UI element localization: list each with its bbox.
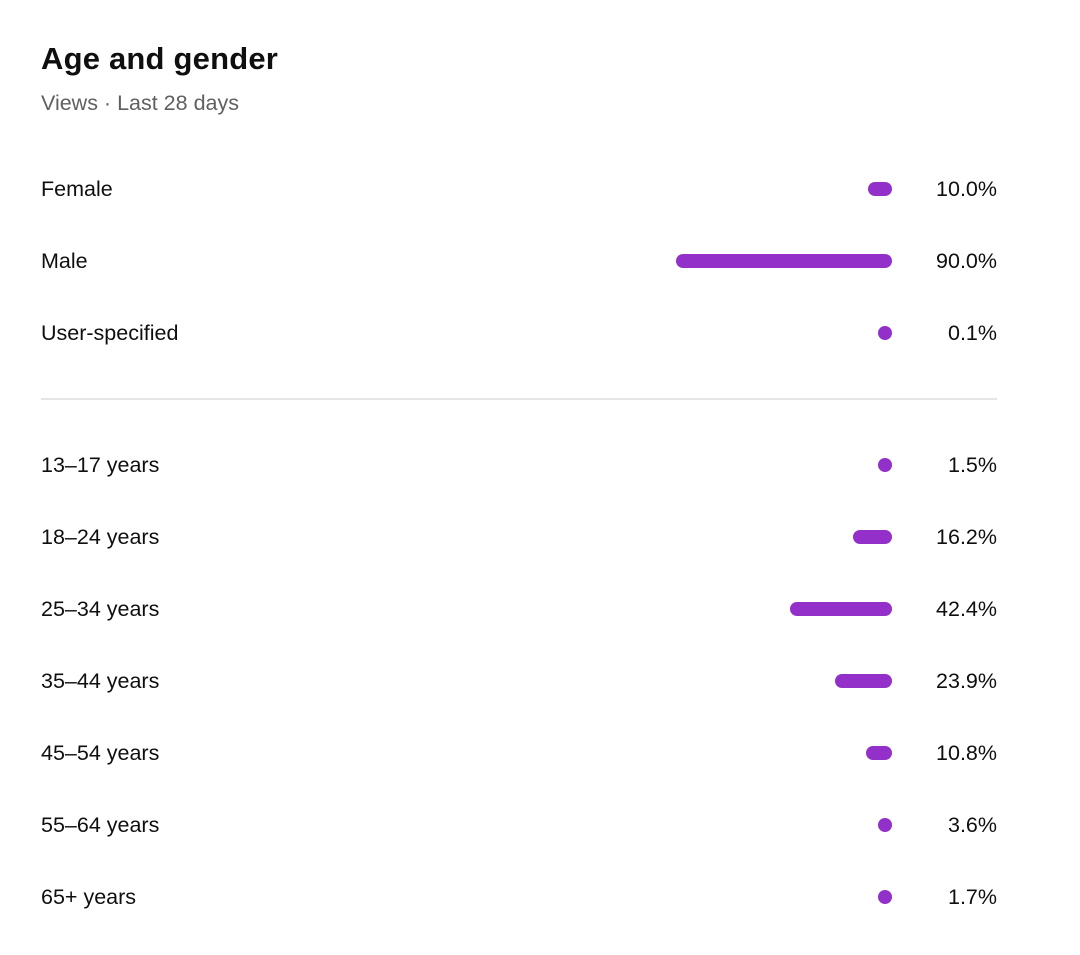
- age-row: 65+ years 1.7%: [41, 877, 997, 917]
- age-bar: [878, 458, 892, 472]
- gender-value-label: 90.0%: [936, 249, 997, 273]
- age-bar: [834, 674, 892, 688]
- age-value-label: 16.2%: [936, 525, 997, 549]
- gender-row: Male 90.0%: [41, 241, 997, 281]
- gender-category-label: User-specified: [41, 321, 179, 345]
- age-row: 25–34 years 42.4%: [41, 589, 997, 629]
- gender-category-label: Male: [41, 249, 88, 273]
- age-category-label: 45–54 years: [41, 741, 160, 765]
- age-category-label: 55–64 years: [41, 813, 160, 837]
- gender-row: Female 10.0%: [41, 169, 997, 209]
- age-row: 35–44 years 23.9%: [41, 661, 997, 701]
- age-value-label: 3.6%: [947, 813, 997, 837]
- gender-category-label: Female: [41, 177, 113, 201]
- gender-value-label: 0.1%: [947, 321, 997, 345]
- age-category-label: 25–34 years: [41, 597, 160, 621]
- chart-subtitle: Views · Last 28 days: [41, 91, 239, 115]
- age-row: 55–64 years 3.6%: [41, 805, 997, 845]
- age-category-label: 13–17 years: [41, 453, 160, 477]
- gender-bar: [676, 254, 892, 268]
- age-value-label: 1.7%: [947, 885, 997, 909]
- age-value-label: 42.4%: [936, 597, 997, 621]
- gender-bar: [868, 182, 892, 196]
- age-bar: [878, 818, 892, 832]
- age-row: 18–24 years 16.2%: [41, 517, 997, 557]
- age-bar: [790, 602, 892, 616]
- age-category-label: 65+ years: [41, 885, 137, 909]
- age-value-label: 1.5%: [947, 453, 997, 477]
- section-divider: [41, 398, 997, 400]
- age-row: 13–17 years 1.5%: [41, 445, 997, 485]
- age-bar: [853, 530, 892, 544]
- age-value-label: 10.8%: [936, 741, 997, 765]
- gender-row: User-specified 0.1%: [41, 313, 997, 353]
- chart-title: Age and gender: [41, 41, 279, 76]
- gender-value-label: 10.0%: [936, 177, 997, 201]
- age-row: 45–54 years 10.8%: [41, 733, 997, 773]
- age-bar: [878, 890, 892, 904]
- age-category-label: 18–24 years: [41, 525, 160, 549]
- age-value-label: 23.9%: [936, 669, 997, 693]
- age-bar: [866, 746, 892, 760]
- gender-bar: [878, 326, 892, 340]
- age-category-label: 35–44 years: [41, 669, 160, 693]
